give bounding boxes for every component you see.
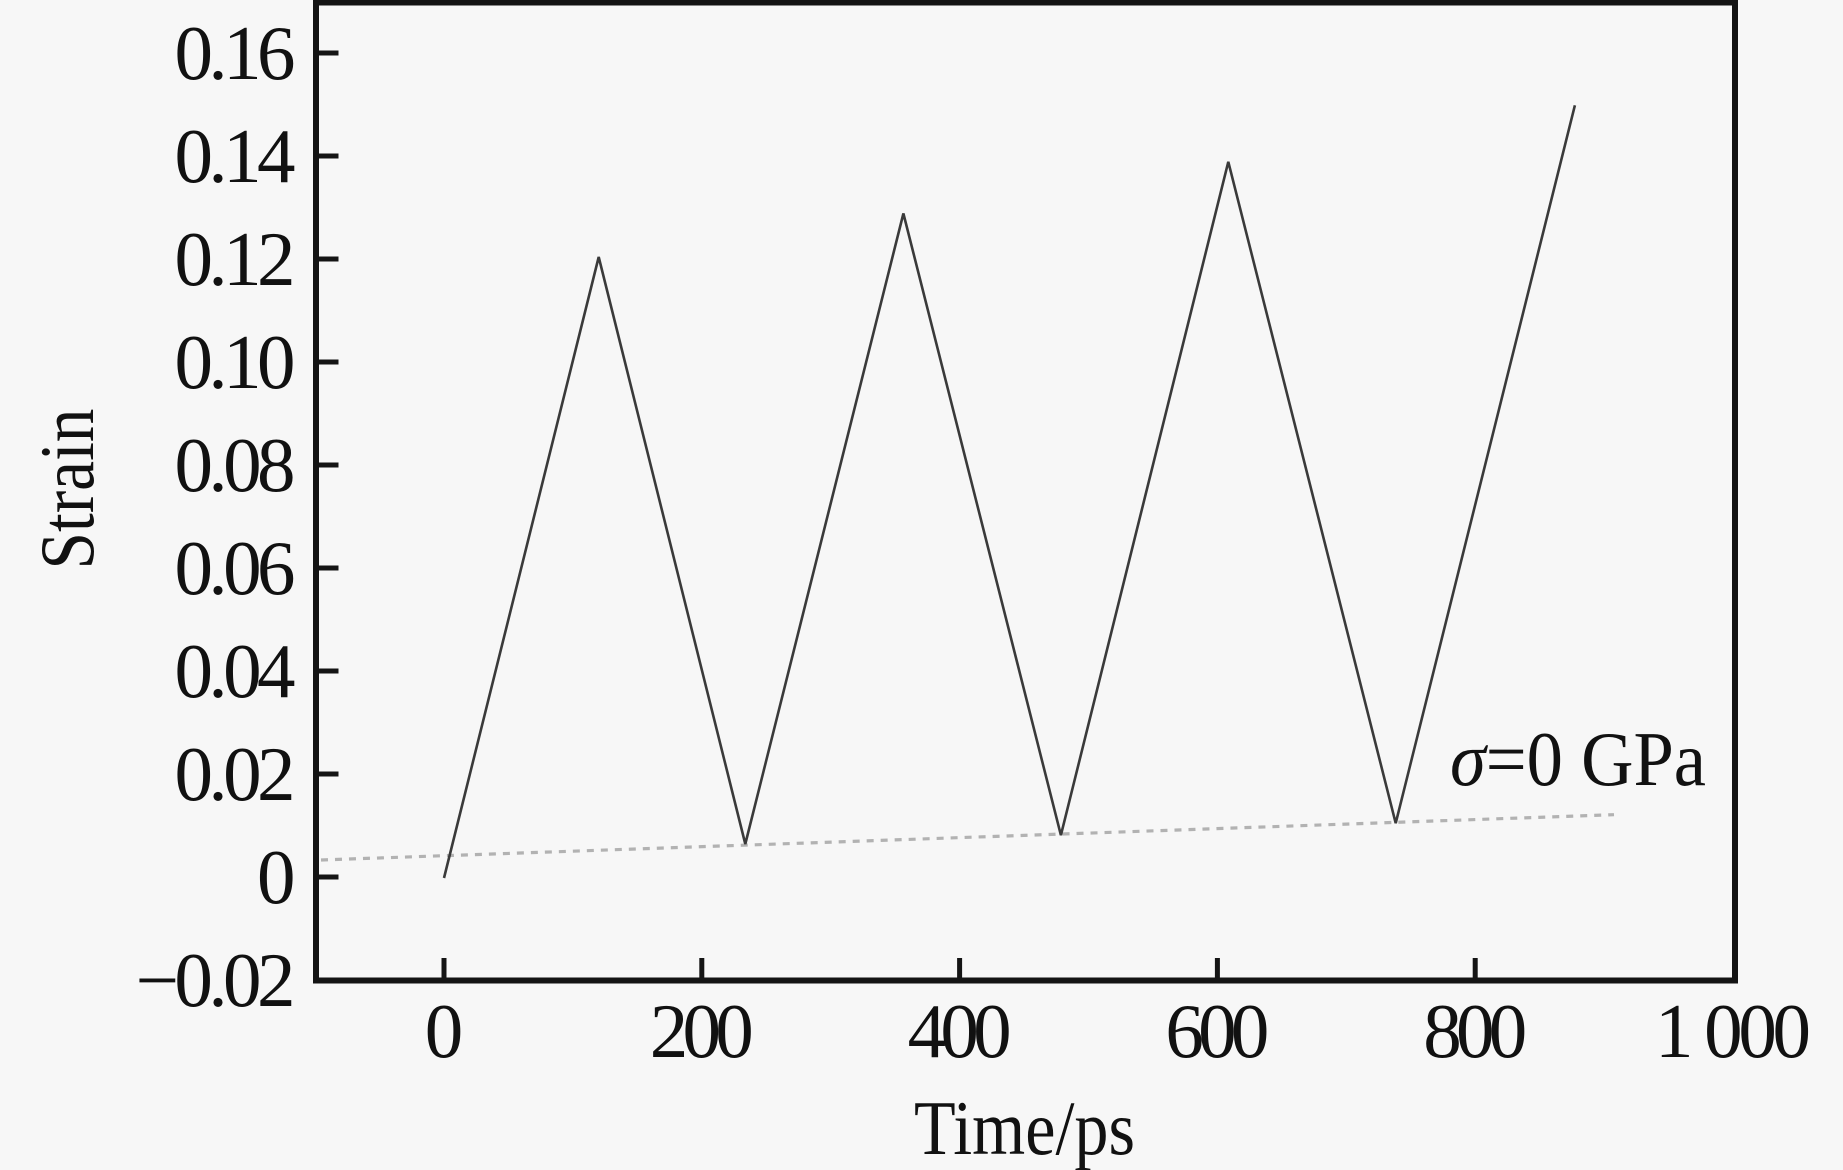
svg-text:0.02: 0.02	[175, 731, 296, 817]
svg-text:−0.02: −0.02	[136, 937, 296, 1023]
svg-text:800: 800	[1423, 988, 1527, 1074]
svg-text:0.06: 0.06	[175, 525, 296, 611]
svg-text:0: 0	[257, 834, 296, 920]
svg-text:0.14: 0.14	[175, 113, 296, 199]
svg-text:0: 0	[425, 988, 464, 1074]
svg-text:600: 600	[1165, 988, 1269, 1074]
svg-text:0.12: 0.12	[175, 216, 296, 302]
svg-text:0.08: 0.08	[175, 422, 296, 508]
svg-text:Strain: Strain	[24, 409, 110, 570]
svg-text:σ=0 GPa: σ=0 GPa	[1450, 716, 1706, 802]
svg-text:Time/ps: Time/ps	[914, 1085, 1135, 1170]
svg-text:0.04: 0.04	[175, 628, 296, 714]
svg-text:400: 400	[908, 988, 1012, 1074]
svg-text:0.10: 0.10	[175, 319, 296, 405]
svg-text:200: 200	[650, 988, 754, 1074]
svg-text:1 000: 1 000	[1655, 988, 1811, 1074]
svg-text:0.16: 0.16	[175, 10, 296, 96]
